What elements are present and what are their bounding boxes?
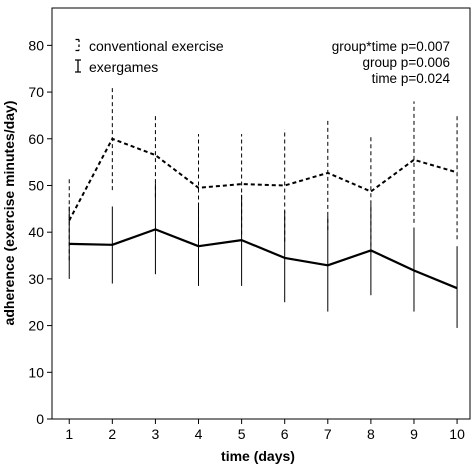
error-bars <box>68 87 458 328</box>
x-tick-label: 9 <box>410 426 418 442</box>
exergames-series-line <box>69 228 458 290</box>
x-tick-label: 1 <box>65 426 73 442</box>
y-axis: 0 10 20 30 40 50 60 70 80 <box>28 37 52 427</box>
x-tick-label: 4 <box>195 426 203 442</box>
y-tick-label: 10 <box>28 364 44 380</box>
legend-label-conventional: conventional exercise <box>89 38 224 54</box>
conventional-series-line <box>68 137 458 221</box>
y-axis-title: adherence (exercise minutes/day) <box>1 101 17 326</box>
x-tick-label: 8 <box>367 426 375 442</box>
x-tick-label: 5 <box>238 426 246 442</box>
legend-item-exergames: exergames <box>75 59 158 75</box>
annotation-group-time: group*time p=0.007 <box>332 39 450 54</box>
series-lines <box>68 137 458 290</box>
y-tick-label: 50 <box>28 177 44 193</box>
x-tick-label: 7 <box>324 426 332 442</box>
y-tick-label: 30 <box>28 271 44 287</box>
x-tick-label: 2 <box>108 426 116 442</box>
y-tick-label: 60 <box>28 131 44 147</box>
y-tick-label: 20 <box>28 318 44 334</box>
x-tick-label: 3 <box>152 426 160 442</box>
annotation-group: group p=0.006 <box>363 55 450 70</box>
x-axis-title: time (days) <box>221 448 295 464</box>
legend-marker-dashed <box>75 38 80 52</box>
legend-marker-solid <box>75 59 81 73</box>
legend: conventional exercise exergames <box>75 38 224 75</box>
y-tick-label: 70 <box>28 84 44 100</box>
y-tick-label: 80 <box>28 37 44 53</box>
legend-item-conventional: conventional exercise <box>75 38 224 54</box>
statistics-annotation: group*time p=0.007 group p=0.006 time p=… <box>332 39 451 86</box>
annotation-time: time p=0.024 <box>372 71 451 86</box>
x-axis: 1 2 3 4 5 6 7 8 9 10 <box>65 419 465 442</box>
x-tick-label: 6 <box>281 426 289 442</box>
y-tick-label: 0 <box>36 411 44 427</box>
x-tick-label: 10 <box>449 426 465 442</box>
legend-label-exergames: exergames <box>89 59 158 75</box>
plot-area-frame <box>51 7 471 420</box>
y-tick-label: 40 <box>28 224 44 240</box>
